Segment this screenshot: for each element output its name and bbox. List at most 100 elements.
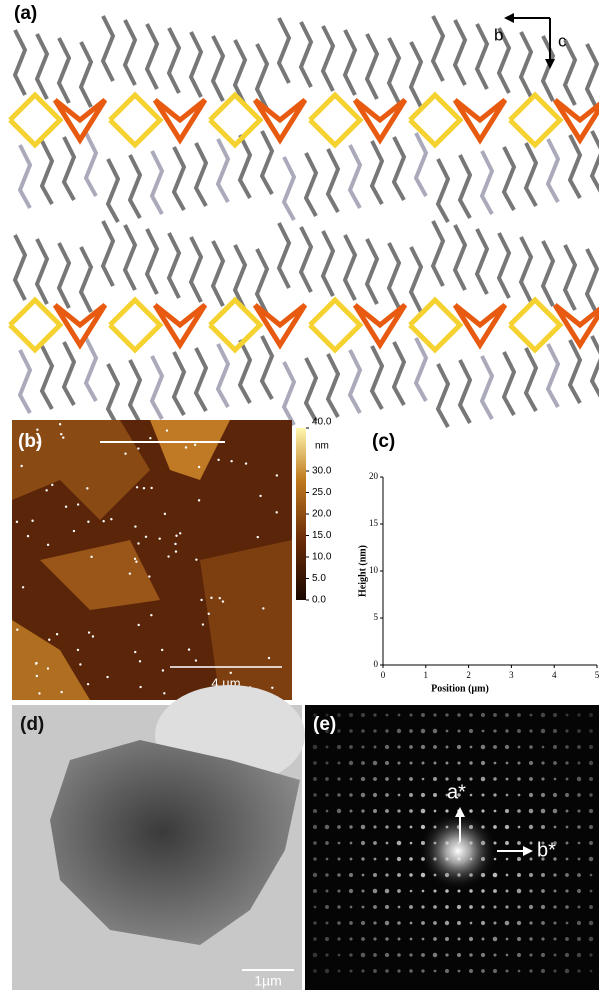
bond	[110, 300, 160, 350]
spot	[469, 969, 473, 973]
bond	[548, 344, 558, 407]
bond	[240, 135, 250, 198]
spot	[589, 857, 594, 862]
particle	[230, 672, 232, 674]
particle	[56, 633, 58, 635]
spot	[325, 905, 329, 909]
particle	[110, 518, 112, 520]
bond	[174, 352, 184, 415]
bond	[350, 350, 360, 413]
particle	[134, 558, 136, 560]
particle	[88, 631, 90, 633]
spot	[517, 809, 521, 813]
spot	[457, 953, 461, 957]
bond	[213, 241, 223, 306]
spot	[397, 729, 401, 733]
x-tick-label: 0	[381, 670, 386, 680]
particle	[217, 459, 219, 461]
spot	[505, 809, 509, 813]
bond	[284, 362, 294, 425]
spot	[409, 745, 413, 749]
spot	[361, 937, 365, 941]
spot	[566, 778, 569, 781]
particle	[129, 572, 131, 574]
spot	[493, 745, 497, 749]
spot	[349, 873, 353, 877]
spot	[325, 969, 329, 973]
particle	[59, 423, 61, 425]
spot	[397, 857, 401, 861]
spot	[422, 938, 425, 941]
spot	[481, 745, 486, 750]
spot	[325, 841, 329, 845]
particle	[268, 657, 270, 659]
bond	[86, 338, 96, 401]
spot	[446, 730, 449, 733]
spot	[529, 729, 532, 732]
spot	[361, 745, 364, 748]
spot	[433, 921, 437, 925]
spot	[577, 937, 581, 941]
spot	[446, 746, 449, 749]
spot	[398, 906, 401, 909]
spot	[373, 761, 377, 765]
spot	[325, 937, 329, 941]
spot	[541, 761, 544, 764]
particle	[162, 669, 164, 671]
spot	[373, 729, 376, 732]
spot	[349, 953, 352, 956]
spot	[350, 778, 353, 781]
spot	[313, 921, 316, 924]
spot	[349, 921, 353, 925]
bond	[328, 354, 338, 417]
spot	[349, 745, 353, 749]
spot	[385, 793, 389, 797]
spot	[506, 874, 509, 877]
spot	[469, 713, 473, 717]
spot	[529, 745, 533, 749]
spot	[325, 777, 329, 781]
spot	[433, 937, 437, 941]
spot	[469, 777, 472, 780]
particle	[62, 436, 64, 438]
particle	[38, 692, 40, 694]
spot	[481, 793, 484, 796]
bond	[521, 32, 531, 97]
spot	[337, 825, 341, 829]
spot	[590, 970, 593, 973]
bond	[262, 336, 272, 399]
spot	[554, 826, 557, 829]
particle	[36, 675, 38, 677]
bond	[81, 247, 91, 312]
particle	[150, 614, 152, 616]
axis-label: c	[558, 31, 567, 50]
bond	[543, 241, 553, 306]
spot	[481, 761, 485, 765]
spot	[314, 906, 317, 909]
spot	[313, 745, 318, 750]
particle	[148, 575, 150, 577]
bond	[130, 360, 140, 423]
particle	[51, 484, 53, 486]
spot	[518, 746, 521, 749]
particle	[188, 648, 190, 650]
particle	[65, 505, 67, 507]
bond	[42, 141, 52, 204]
spot	[373, 777, 377, 781]
particle	[87, 683, 89, 685]
bond	[218, 139, 228, 202]
bond	[210, 95, 260, 145]
particle	[60, 691, 62, 693]
spot	[338, 762, 341, 765]
spot	[337, 905, 340, 908]
spot	[313, 937, 317, 941]
spot	[313, 857, 316, 860]
bond	[108, 364, 118, 427]
spot	[338, 858, 341, 861]
spot	[530, 858, 533, 861]
panel-label: (b)	[18, 431, 42, 452]
spot	[553, 809, 558, 814]
spot	[313, 825, 317, 829]
spot	[397, 889, 401, 893]
spot	[373, 921, 376, 924]
